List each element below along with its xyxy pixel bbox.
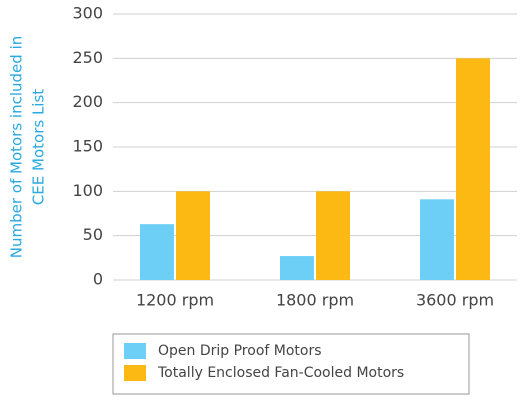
bar [280,256,314,280]
y-axis-label: Number of Motors included in [8,36,26,259]
legend-box [112,333,470,395]
y-axis-label: CEE Motors List [30,89,48,205]
bar [140,224,174,280]
y-tick-label: 250 [72,48,103,67]
y-tick-label: 0 [93,270,103,289]
bar [420,199,454,280]
y-tick-label: 150 [72,137,103,156]
x-tick-label: 3600 rpm [416,291,494,310]
y-tick-label: 300 [72,4,103,23]
bar [456,58,490,281]
legend-label: Open Drip Proof Motors [158,343,322,359]
x-tick-label: 1800 rpm [276,291,354,310]
y-tick-label: 50 [83,225,103,244]
legend-label: Totally Enclosed Fan-Cooled Motors [157,365,404,381]
legend-swatch [124,365,146,381]
bar [176,191,210,280]
y-tick-label: 200 [72,92,103,111]
x-tick-label: 1200 rpm [136,291,214,310]
y-tick-label: 100 [72,181,103,200]
bar [316,191,350,280]
legend-swatch [124,343,146,359]
